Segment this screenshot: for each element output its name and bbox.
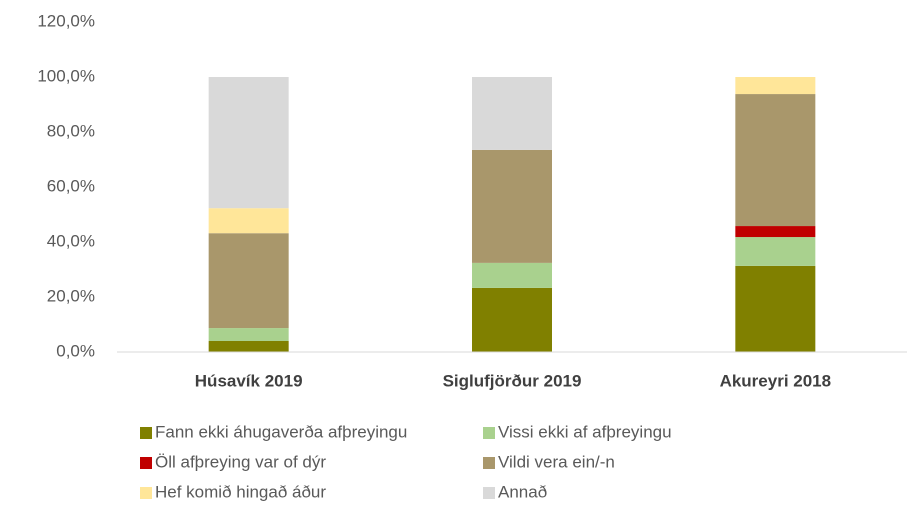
x-tick-label: Akureyri 2018 xyxy=(720,371,832,390)
legend-swatch xyxy=(483,487,495,499)
legend-swatch xyxy=(140,457,152,469)
y-tick-label: 60,0% xyxy=(47,176,95,195)
legend-label: Fann ekki áhugaverða afþreyingu xyxy=(155,422,407,441)
legend-label: Vildi vera ein/-n xyxy=(498,452,615,471)
bar-segment xyxy=(208,341,289,352)
bar-segment xyxy=(208,208,289,234)
y-tick-label: 120,0% xyxy=(37,11,95,30)
y-tick-label: 0,0% xyxy=(56,341,95,360)
y-tick-label: 20,0% xyxy=(47,286,95,305)
bar-segment xyxy=(208,77,289,209)
legend-swatch xyxy=(140,427,152,439)
y-tick-label: 40,0% xyxy=(47,231,95,250)
bar-segment xyxy=(735,265,816,352)
legend-label: Hef komið hingað áður xyxy=(155,482,326,501)
bar-segment xyxy=(472,149,552,263)
bar-segment xyxy=(472,287,552,352)
x-tick-label: Húsavík 2019 xyxy=(195,371,303,390)
bar-segment xyxy=(208,328,289,341)
x-tick-label: Siglufjörður 2019 xyxy=(443,371,582,390)
y-tick-label: 80,0% xyxy=(47,121,95,140)
legend-swatch xyxy=(140,487,152,499)
bar-segment xyxy=(735,94,816,227)
bar-segment xyxy=(735,226,816,238)
legend-label: Öll afþreying var of dýr xyxy=(155,452,326,471)
legend-label: Annað xyxy=(498,482,547,501)
bar-segment xyxy=(735,77,816,95)
bar-segment xyxy=(735,237,816,266)
bar-segment xyxy=(208,233,289,329)
bar-segment xyxy=(472,262,552,288)
legend-swatch xyxy=(483,427,495,439)
legend-label: Vissi ekki af afþreyingu xyxy=(498,422,672,441)
y-tick-label: 100,0% xyxy=(37,66,95,85)
legend-swatch xyxy=(483,457,495,469)
bar-segment xyxy=(472,77,552,150)
